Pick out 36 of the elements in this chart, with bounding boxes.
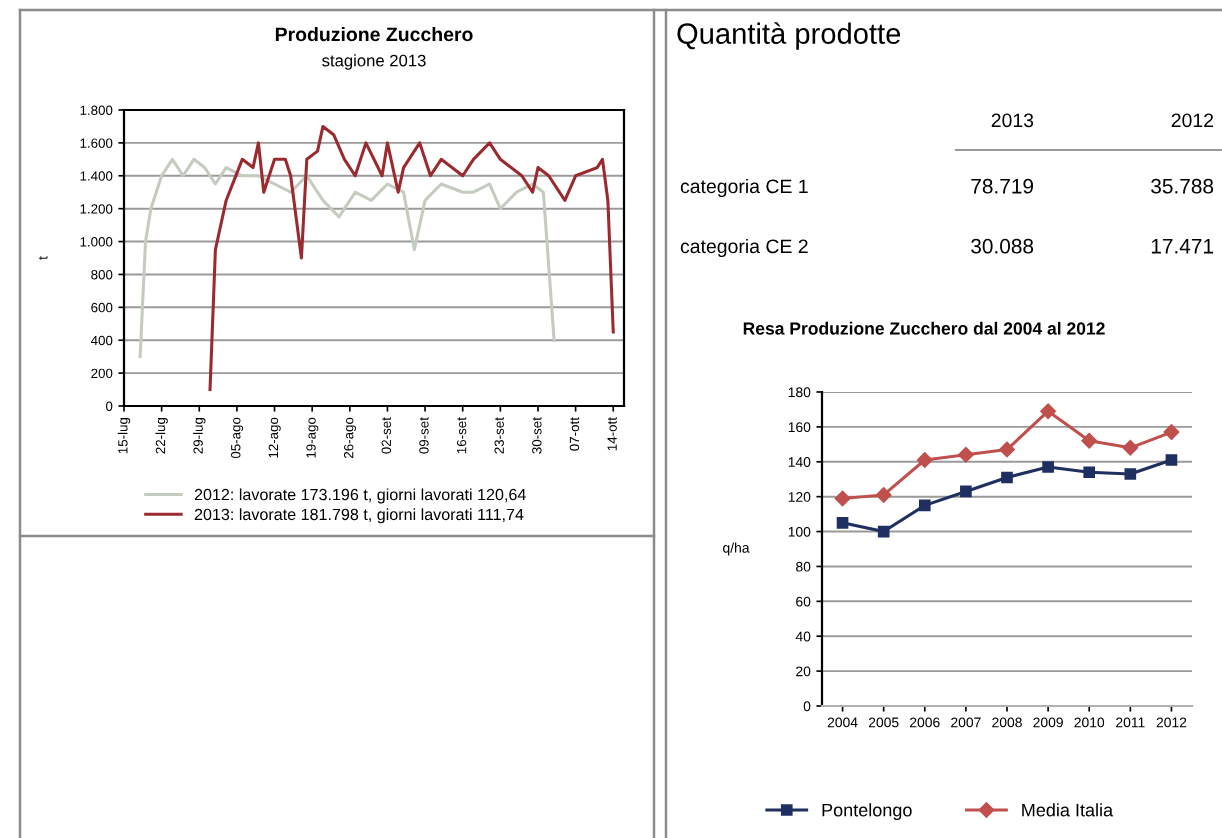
legend-label: Pontelongo <box>822 803 912 821</box>
point <box>999 441 1015 458</box>
chart-title: Resa Produzione Zucchero dal 2004 al 2012 <box>743 321 1105 335</box>
point <box>1163 424 1180 440</box>
text: 78.719 <box>971 178 1034 194</box>
point <box>836 517 849 529</box>
chart-title: Produzione Zucchero <box>275 26 473 42</box>
category-label: categoria CE 2 <box>680 238 808 258</box>
line-series <box>138 157 556 359</box>
legend-label: 2013: lavorate 181.798 t, giorni lavorati 111,74 <box>194 508 524 524</box>
text: 17.471 <box>1151 239 1213 254</box>
point <box>1042 461 1054 473</box>
point <box>1083 466 1096 479</box>
text: Quantità prodotte <box>677 22 901 50</box>
category-label: 2013 <box>991 113 1034 128</box>
point <box>1124 468 1137 480</box>
point <box>1165 454 1178 466</box>
text: 35.788 <box>1151 178 1214 194</box>
point <box>834 490 851 507</box>
legend-label: Media Italia <box>1022 803 1114 817</box>
point <box>875 487 892 503</box>
category-label: 2012 <box>1171 113 1214 128</box>
point <box>1081 433 1097 449</box>
point <box>918 499 931 512</box>
point <box>1001 471 1013 484</box>
category-label: categoria CE 1 <box>680 178 808 198</box>
text: 30.088 <box>971 238 1034 254</box>
point <box>960 485 972 498</box>
line-series <box>208 124 615 392</box>
point <box>877 525 890 538</box>
chart-subtitle: stagione 2013 <box>322 54 426 70</box>
legend-label: 2012: lavorate 173.196 t, giorni lavorati 120,64 <box>194 488 526 504</box>
point <box>1040 403 1056 419</box>
point <box>958 447 974 463</box>
point <box>1122 440 1139 456</box>
point <box>917 452 933 468</box>
